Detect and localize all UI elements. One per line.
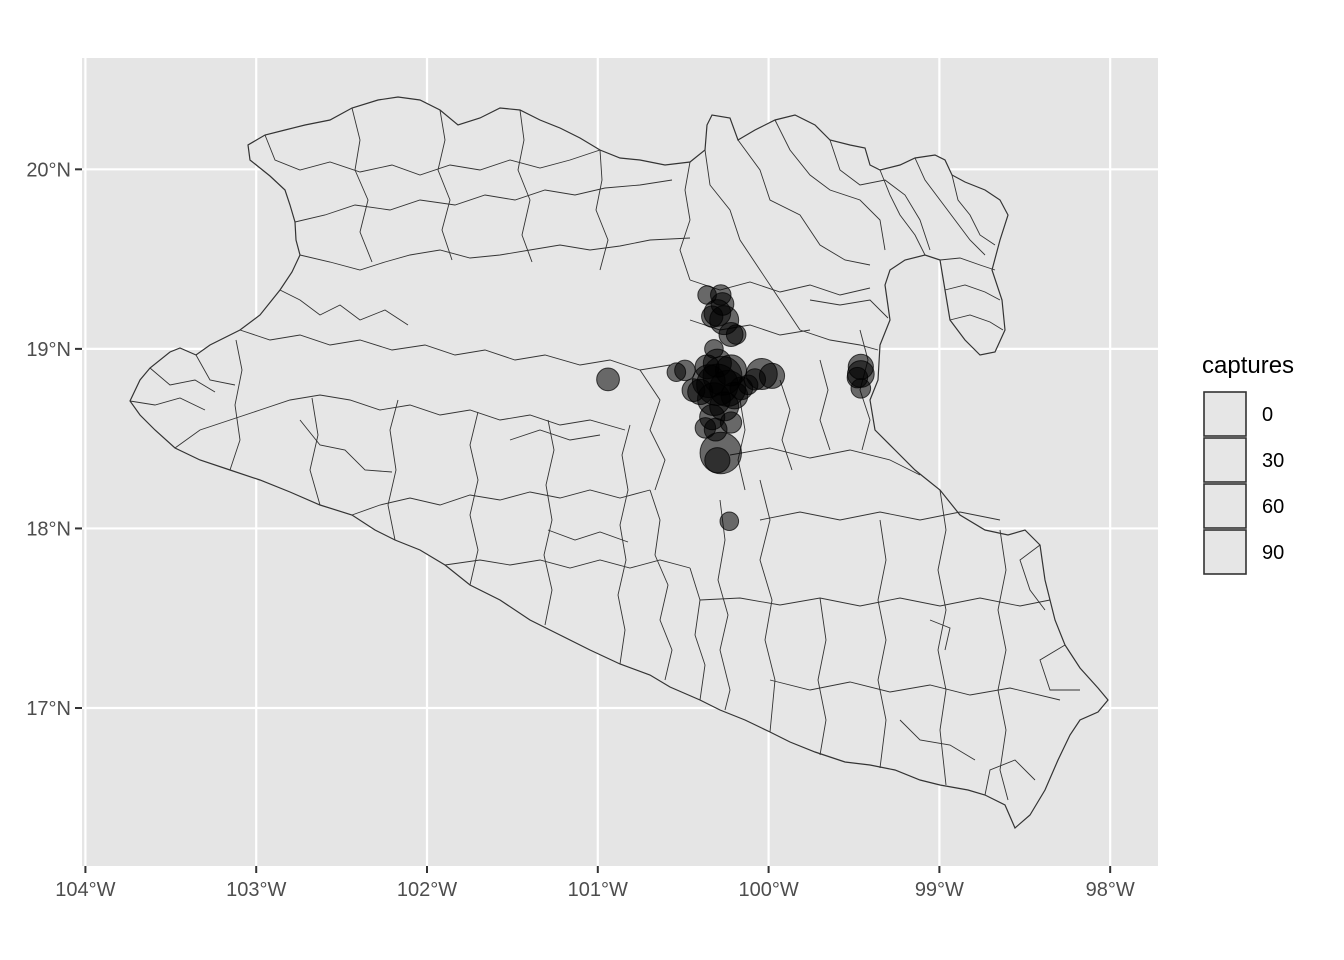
x-axis: 104°W 103°W 102°W 101°W 100°W 99°W 98°W (55, 866, 1135, 901)
legend-label: 30 (1262, 450, 1284, 472)
capture-points (596, 284, 875, 532)
capture-point (596, 367, 620, 392)
capture-point (725, 324, 747, 345)
legend-label: 90 (1262, 542, 1284, 564)
legend-key (1203, 391, 1247, 437)
municipal-boundaries (129, 107, 1080, 801)
legend: captures 0 30 60 90 (1202, 352, 1294, 575)
y-tick-label: 17°N (26, 698, 71, 720)
y-tick-label: 18°N (26, 518, 71, 540)
capture-point (666, 362, 687, 383)
y-tick-label: 20°N (26, 159, 71, 181)
capture-point (704, 447, 731, 474)
x-tick-label: 99°W (915, 879, 964, 901)
capture-point (743, 368, 767, 391)
legend-key (1203, 529, 1247, 575)
x-tick-label: 101°W (568, 879, 628, 901)
y-axis: 17°N 18°N 19°N 20°N (26, 159, 82, 720)
state-region (129, 96, 1109, 829)
capture-point (719, 511, 740, 532)
legend-keys: 0 30 60 90 (1203, 391, 1284, 575)
capture-point (701, 305, 724, 328)
x-tick-label: 104°W (55, 879, 115, 901)
legend-label: 0 (1262, 404, 1273, 426)
capture-point (850, 378, 872, 399)
legend-key (1203, 483, 1247, 529)
x-tick-label: 100°W (738, 879, 798, 901)
x-tick-label: 103°W (226, 879, 286, 901)
x-tick-label: 102°W (397, 879, 457, 901)
legend-label: 60 (1262, 496, 1284, 518)
y-tick-label: 19°N (26, 339, 71, 361)
legend-key (1203, 437, 1247, 483)
legend-title: captures (1202, 352, 1294, 379)
x-tick-label: 98°W (1086, 879, 1135, 901)
